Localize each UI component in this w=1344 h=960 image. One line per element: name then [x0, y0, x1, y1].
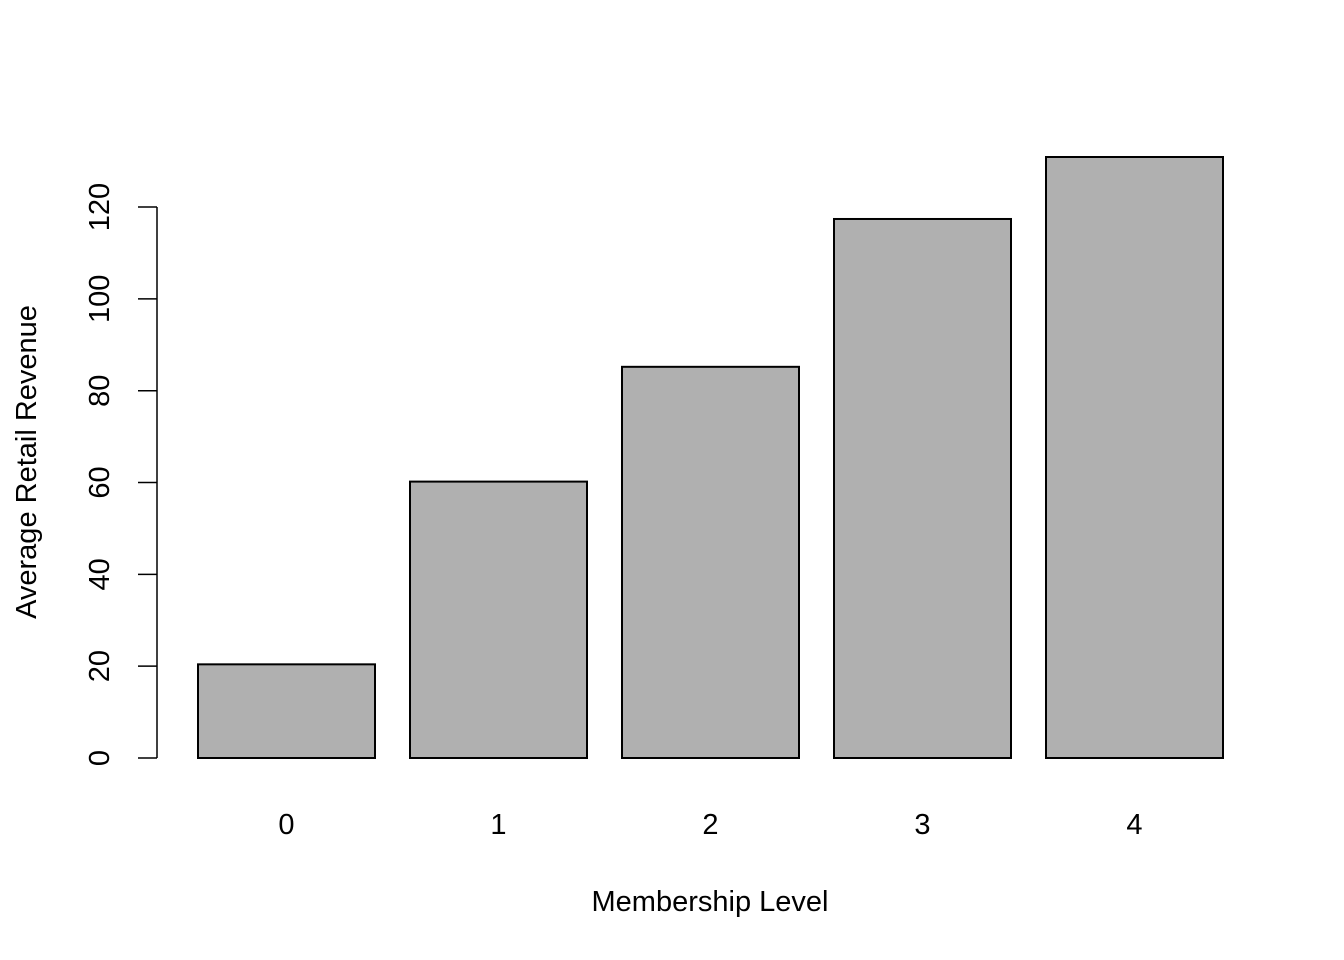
y-tick-label-120: 120: [84, 183, 116, 231]
y-tick-label-40: 40: [84, 558, 116, 590]
y-tick-label-0: 0: [84, 750, 116, 766]
x-tick-label-0: 0: [278, 809, 294, 841]
x-axis-labels: 0 1 2 3 4: [278, 809, 1142, 841]
bar-1: [409, 480, 588, 759]
x-tick-label-1: 1: [490, 809, 506, 841]
y-axis-title: Average Retail Revenue: [11, 305, 43, 619]
bar-0: [197, 663, 376, 759]
y-tick-label-100: 100: [84, 275, 116, 323]
y-tick-label-80: 80: [84, 375, 116, 407]
y-axis: 0 20 40 60 80 100 120: [84, 183, 158, 766]
x-tick-label-2: 2: [702, 809, 718, 841]
x-axis-title: Membership Level: [592, 886, 829, 918]
bar-4: [1045, 156, 1224, 759]
y-tick-label-60: 60: [84, 466, 116, 498]
bars-group: [197, 156, 1224, 759]
y-tick-label-20: 20: [84, 650, 116, 682]
x-tick-label-3: 3: [914, 809, 930, 841]
bar-3: [833, 217, 1012, 759]
x-tick-label-4: 4: [1126, 809, 1142, 841]
bar-2: [621, 365, 800, 759]
